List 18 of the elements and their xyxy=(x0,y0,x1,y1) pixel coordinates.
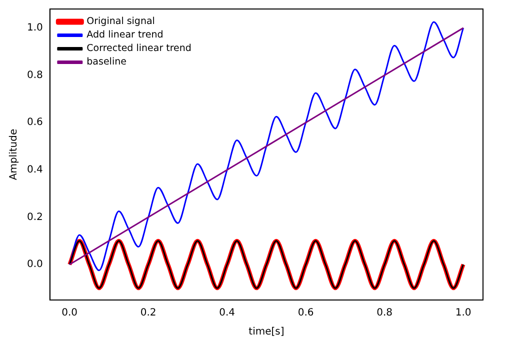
legend-label: Original signal xyxy=(86,16,155,28)
y-tick-label: 0.8 xyxy=(26,70,43,81)
y-tick-label: 1.0 xyxy=(26,22,43,34)
legend-label: Add linear trend xyxy=(86,30,164,41)
y-tick-label: 0.4 xyxy=(26,164,43,176)
x-tick-label: 0.4 xyxy=(219,308,236,319)
y-axis-title: Amplitude xyxy=(8,128,20,180)
x-tick-label: 0.8 xyxy=(376,308,393,319)
x-tick-label: 1.0 xyxy=(455,308,472,319)
x-tick-label: 0.0 xyxy=(62,308,78,319)
x-tick-label: 0.6 xyxy=(298,308,314,319)
x-tick-label: 0.2 xyxy=(140,308,156,319)
legend-label: Corrected linear trend xyxy=(86,43,192,54)
y-tick-label: 0.6 xyxy=(26,117,43,128)
y-tick-label: 0.2 xyxy=(26,212,43,223)
legend-label: baseline xyxy=(86,56,127,68)
x-axis-title: time[s] xyxy=(248,326,284,338)
y-tick-label: 0.0 xyxy=(26,259,43,270)
